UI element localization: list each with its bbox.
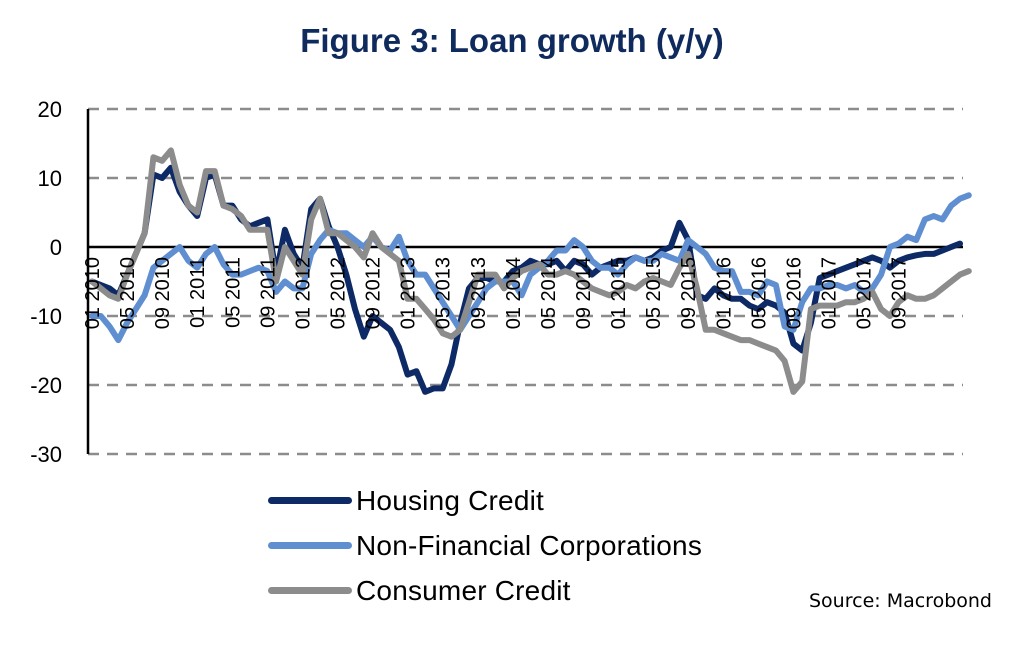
- legend-swatch-housing-credit: [268, 497, 352, 504]
- y-tick-label: 10: [38, 166, 62, 191]
- x-tick-label: 01 2012: [292, 257, 314, 329]
- x-tick-label: 05 2011: [222, 257, 244, 328]
- x-tick-label: 09 2013: [468, 257, 490, 329]
- x-tick-label: 01 2010: [82, 257, 104, 329]
- y-tick-label: 0: [50, 235, 62, 260]
- x-tick-label: 05 2017: [854, 257, 876, 329]
- x-tick-label: 01 2015: [608, 257, 630, 329]
- x-tick-label: 05 2012: [327, 257, 349, 329]
- x-tick-label: 01 2013: [398, 257, 420, 329]
- x-tick-label: 05 2013: [433, 257, 455, 329]
- x-tick-label: 01 2014: [503, 257, 525, 329]
- x-tick-label: 09 2011: [257, 257, 279, 328]
- x-tick-label: 01 2016: [713, 257, 735, 329]
- y-tick-label: -10: [30, 304, 62, 329]
- gridlines: [88, 107, 963, 456]
- legend-swatch-non-financial-corporations: [268, 542, 352, 549]
- x-tick-label: 05 2015: [643, 257, 665, 329]
- y-tick-label: -20: [30, 373, 62, 398]
- chart-title: Figure 3: Loan growth (y/y): [300, 22, 724, 59]
- x-tick-label: 09 2012: [363, 257, 385, 329]
- legend-label: Consumer Credit: [356, 574, 571, 606]
- legend-label: Housing Credit: [356, 484, 544, 516]
- legend-swatch-consumer-credit: [268, 587, 352, 594]
- legend-label: Non-Financial Corporations: [356, 529, 703, 561]
- x-tick-label: 01 2011: [187, 257, 209, 328]
- series-line-non-financial-corporations: [89, 192, 972, 344]
- y-axis: 20 10 0 -10 -20 -30: [30, 97, 963, 467]
- x-tick-label: 09 2016: [783, 257, 805, 329]
- x-tick-label: 05 2010: [117, 257, 139, 329]
- x-tick-label: 09 2014: [573, 257, 595, 329]
- legend-item-non-financial-corporations: Non-Financial Corporations: [268, 523, 702, 568]
- y-tick-label: 20: [38, 97, 62, 122]
- legend-item-consumer-credit: Consumer Credit: [268, 568, 702, 613]
- legend: Housing Credit Non-Financial Corporation…: [268, 478, 702, 613]
- series-lines: [89, 147, 972, 395]
- x-tick-label: 09 2010: [152, 257, 174, 329]
- legend-item-housing-credit: Housing Credit: [268, 478, 702, 523]
- y-tick-label: -30: [30, 442, 62, 467]
- x-tick-label: 09 2015: [678, 257, 700, 329]
- x-tick-label: 05 2016: [748, 257, 770, 329]
- x-tick-label: 01 2017: [818, 257, 840, 329]
- source-note: Source: Macrobond: [809, 590, 992, 612]
- x-tick-label: 09 2017: [889, 257, 911, 329]
- x-axis-labels: 01 2010 05 2010 09 2010 01 2011 05 2011 09 20…: [82, 257, 911, 329]
- series-line-consumer-credit: [89, 147, 972, 395]
- x-tick-label: 05 2014: [538, 257, 560, 329]
